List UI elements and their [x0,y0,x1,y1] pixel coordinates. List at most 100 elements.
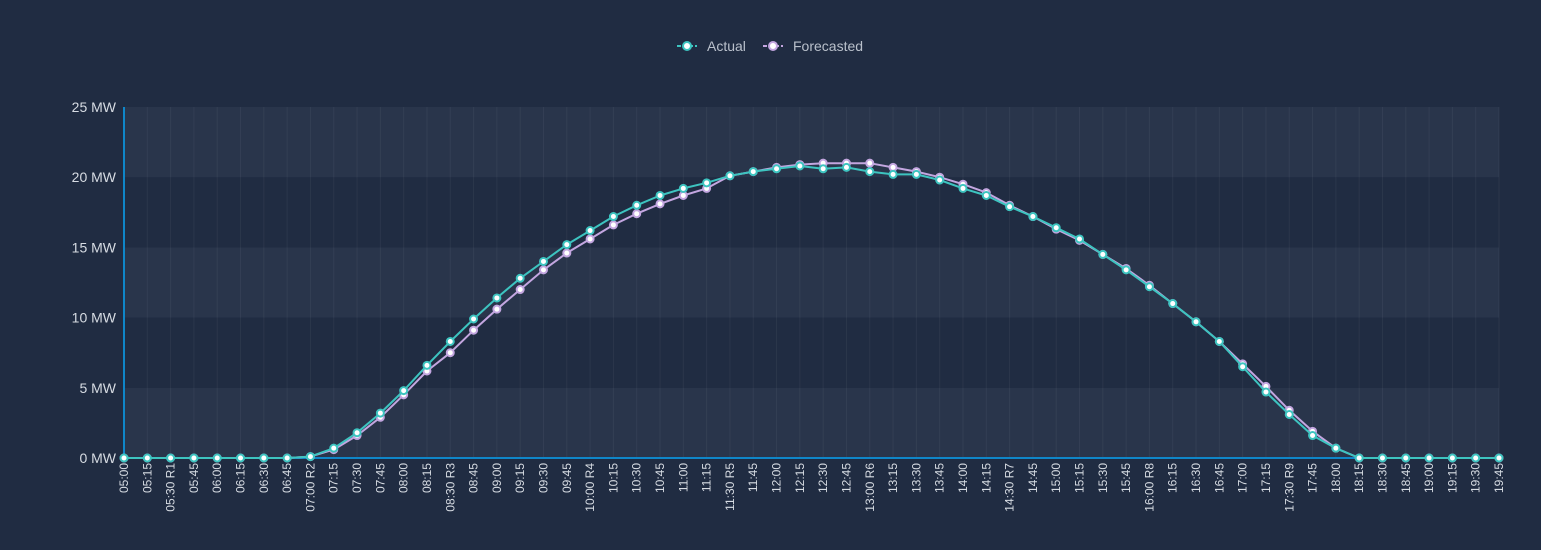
data-point[interactable] [841,162,851,172]
data-point[interactable] [445,348,455,358]
data-point[interactable] [1354,453,1364,463]
data-point[interactable] [469,325,479,335]
data-point[interactable] [818,164,828,174]
data-point[interactable] [329,443,339,453]
data-point[interactable] [1494,453,1504,463]
legend-actual-marker [682,41,692,51]
data-point[interactable] [632,209,642,219]
data-point[interactable] [1377,453,1387,463]
data-point[interactable] [1424,453,1434,463]
data-point[interactable] [305,452,315,462]
data-point[interactable] [748,167,758,177]
data-point[interactable] [1331,443,1341,453]
x-tick-label: 19:30 [1469,463,1483,493]
data-point[interactable] [725,171,735,181]
data-point[interactable] [236,453,246,463]
data-point[interactable] [166,453,176,463]
data-point[interactable] [1075,234,1085,244]
data-point[interactable] [1144,282,1154,292]
data-point[interactable] [1214,336,1224,346]
legend-item-forecasted[interactable]: Forecasted [763,38,863,54]
legend-item-actual[interactable]: Actual [677,38,746,54]
data-point[interactable] [492,304,502,314]
data-point[interactable] [678,183,688,193]
x-tick-label: 07:00 R2 [303,463,317,512]
data-point[interactable] [585,226,595,236]
data-point[interactable] [375,408,385,418]
x-tick-label: 18:45 [1399,463,1413,493]
data-point[interactable] [189,453,199,463]
data-point[interactable] [1005,202,1015,212]
x-tick-label: 14:15 [979,463,993,493]
data-point[interactable] [608,220,618,230]
data-point[interactable] [1028,212,1038,222]
x-tick-label: 15:30 [1096,463,1110,493]
x-tick-label: 06:45 [280,463,294,493]
plot-background-bands [124,107,1499,458]
data-point[interactable] [142,453,152,463]
data-point[interactable] [608,212,618,222]
x-tick-label: 10:15 [606,463,620,493]
x-tick-label: 10:30 [630,463,644,493]
data-point[interactable] [445,336,455,346]
data-point[interactable] [515,273,525,283]
data-point[interactable] [888,169,898,179]
data-point[interactable] [888,162,898,172]
data-point[interactable] [352,428,362,438]
data-point[interactable] [119,453,129,463]
data-point[interactable] [1238,362,1248,372]
data-point[interactable] [538,265,548,275]
x-tick-label: 17:00 [1236,463,1250,493]
data-point[interactable] [958,183,968,193]
data-point[interactable] [1308,431,1318,441]
x-tick-label: 16:15 [1166,463,1180,493]
data-point[interactable] [562,240,572,250]
data-point[interactable] [1191,317,1201,327]
data-point[interactable] [702,178,712,188]
data-point[interactable] [562,248,572,258]
data-point[interactable] [212,453,222,463]
y-tick-label: 10 MW [72,310,117,326]
data-point[interactable] [399,386,409,396]
data-point[interactable] [655,190,665,200]
legend-forecasted-label: Forecasted [793,38,863,54]
data-point[interactable] [1447,453,1457,463]
data-point[interactable] [935,175,945,185]
data-point[interactable] [538,256,548,266]
data-point[interactable] [282,453,292,463]
data-point[interactable] [1261,387,1271,397]
series-actual [119,161,1504,463]
data-point[interactable] [1284,409,1294,419]
data-point[interactable] [515,285,525,295]
data-point[interactable] [1471,453,1481,463]
data-point[interactable] [911,169,921,179]
data-point[interactable] [865,158,875,168]
data-point[interactable] [469,314,479,324]
data-point[interactable] [632,200,642,210]
data-point[interactable] [1121,265,1131,275]
data-point[interactable] [981,190,991,200]
data-point[interactable] [1051,223,1061,233]
data-point[interactable] [1401,453,1411,463]
x-tick-label: 08:30 R3 [443,463,457,512]
data-point[interactable] [492,293,502,303]
data-point[interactable] [585,234,595,244]
data-point[interactable] [1098,249,1108,259]
x-tick-label: 13:15 [886,463,900,493]
data-point[interactable] [865,167,875,177]
data-point[interactable] [678,190,688,200]
data-point[interactable] [772,164,782,174]
legend[interactable]: Actual Forecasted [677,38,863,54]
data-point[interactable] [259,453,269,463]
x-tick-label: 14:00 [956,463,970,493]
data-point[interactable] [422,360,432,370]
data-point[interactable] [795,161,805,171]
data-point[interactable] [1168,299,1178,309]
x-tick-label: 10:00 R4 [583,463,597,512]
x-tick-label: 13:45 [933,463,947,493]
x-tick-label: 18:30 [1375,463,1389,493]
legend-forecasted-marker [768,41,778,51]
data-point[interactable] [655,199,665,209]
y-tick-label: 25 MW [72,99,117,115]
